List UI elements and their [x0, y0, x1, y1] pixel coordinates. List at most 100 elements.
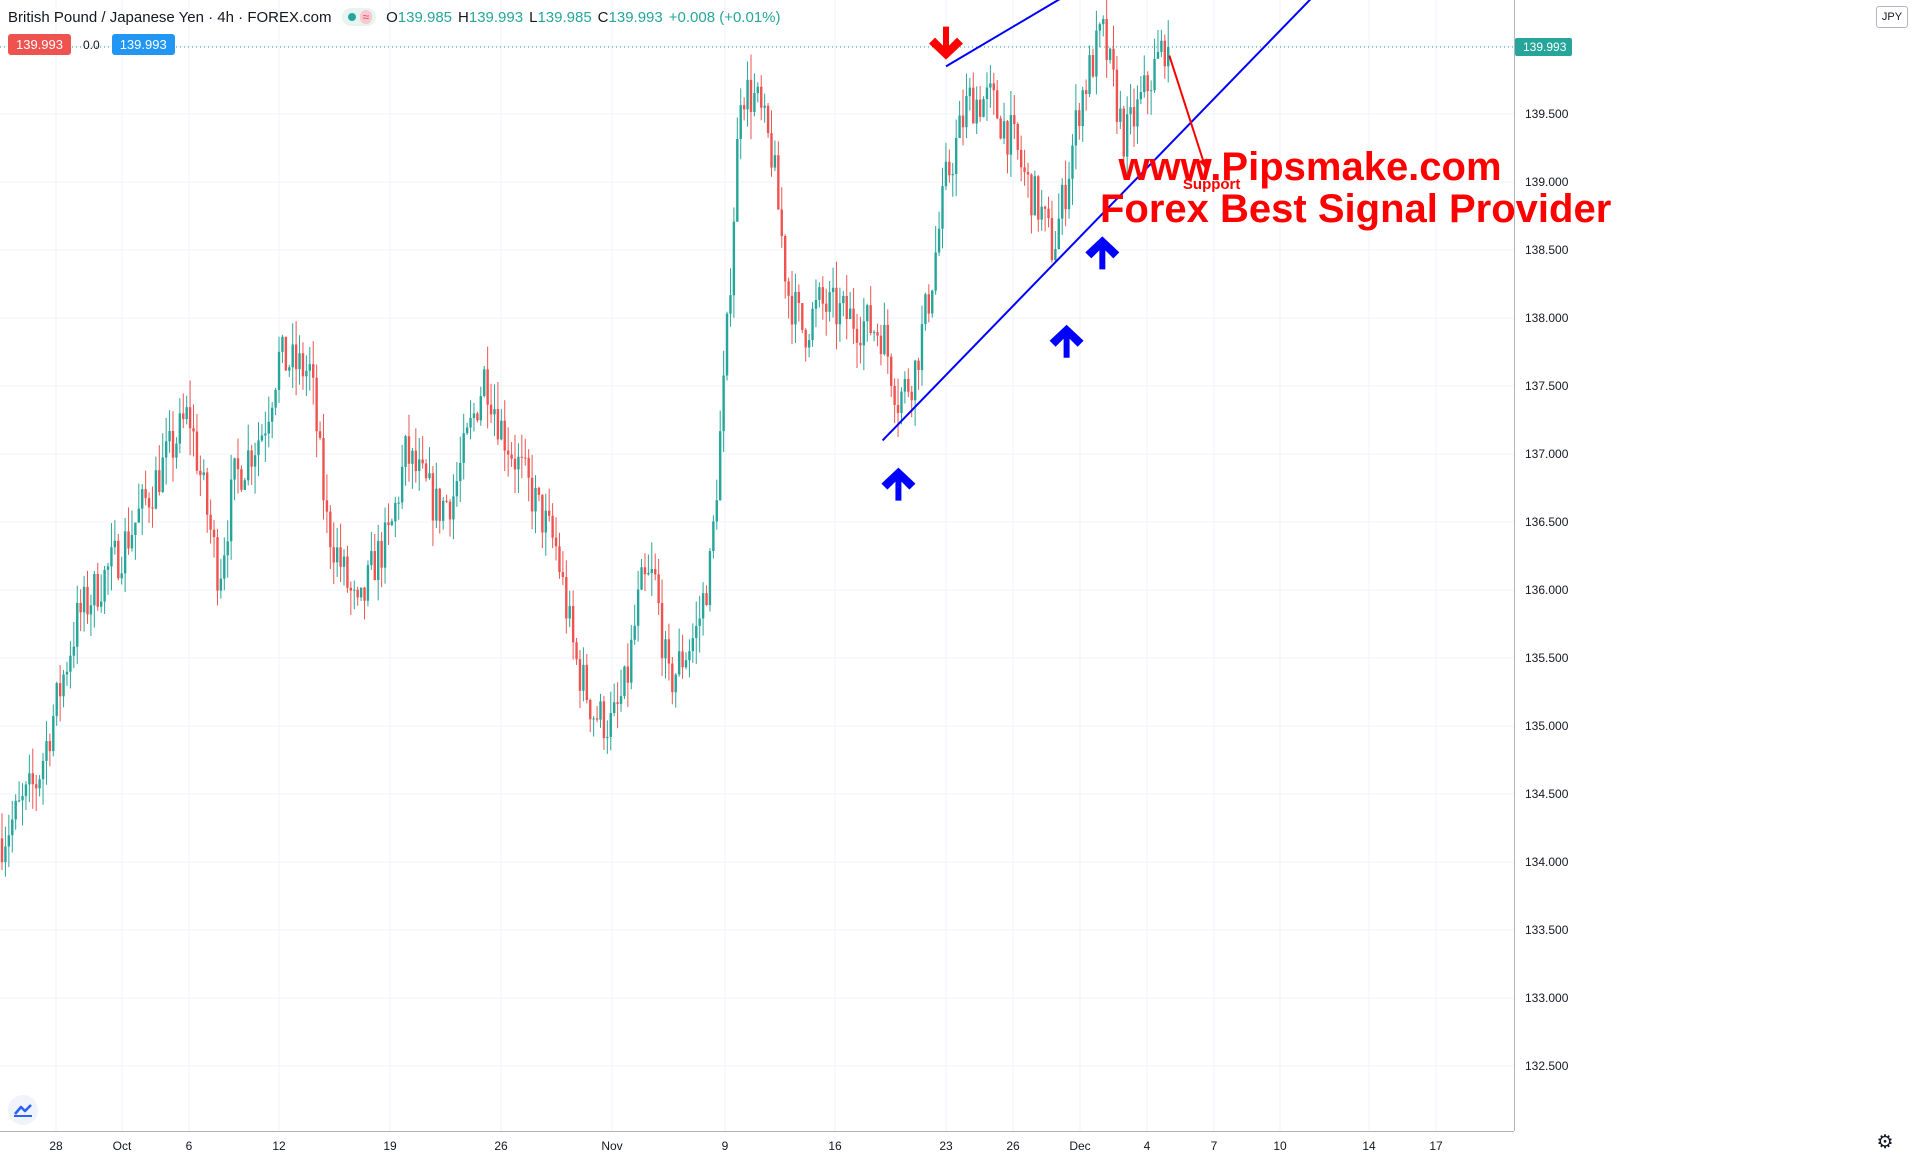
candle-body: [924, 294, 927, 325]
candle-body: [654, 569, 657, 575]
candle-body: [117, 540, 120, 579]
candle-body: [247, 450, 250, 481]
buy-button[interactable]: 139.993: [111, 34, 175, 55]
candle-body: [931, 290, 934, 314]
watermark-tagline: Forex Best Signal Provider: [1100, 187, 1612, 231]
candle-body: [777, 155, 780, 210]
spread-value: 0.0: [83, 37, 100, 52]
candle-body: [253, 455, 257, 467]
candle-body: [38, 779, 41, 789]
close-key: C: [597, 8, 609, 26]
candle-body: [424, 463, 428, 479]
market-status-pill[interactable]: ≈: [341, 8, 377, 26]
price-tick-label: 136.000: [1525, 583, 1569, 597]
candle-body: [445, 500, 448, 502]
tradingview-logo-icon[interactable]: [8, 1095, 38, 1125]
candle-body: [927, 294, 931, 314]
candle-body: [548, 510, 551, 516]
candle-body: [455, 481, 459, 497]
candle-body: [722, 375, 725, 432]
gear-icon[interactable]: ⚙: [1876, 1132, 1894, 1153]
candle-body: [1108, 48, 1112, 61]
candle-body: [1071, 145, 1074, 179]
candle-body: [229, 479, 233, 542]
candle-body: [1156, 51, 1160, 59]
candle-body: [281, 336, 284, 352]
candle-body: [1030, 174, 1033, 216]
candle-body: [99, 601, 103, 607]
candle-body: [660, 603, 664, 659]
trade-badges: 139.993 0.0 139.993: [8, 34, 175, 55]
candle-body: [910, 391, 913, 401]
candle-body: [804, 329, 807, 348]
time-tick-label: Dec: [1069, 1139, 1090, 1153]
candle-body: [1019, 149, 1023, 168]
candle-body: [86, 586, 89, 615]
candle-body: [1057, 218, 1060, 249]
time-tick-label: 26: [1006, 1139, 1020, 1153]
sell-button[interactable]: 139.993: [8, 34, 71, 55]
candle-body: [219, 578, 223, 591]
candle-body: [438, 488, 441, 521]
candle-body: [575, 642, 578, 660]
candle-body: [58, 683, 62, 697]
price-tick-label: 137.000: [1525, 447, 1569, 461]
candle-body: [270, 407, 274, 422]
currency-button[interactable]: JPY: [1876, 6, 1908, 28]
candle-body: [1112, 48, 1115, 70]
price-tick-label: 134.000: [1525, 855, 1569, 869]
candle-body: [493, 409, 496, 415]
support-label: Support: [1183, 176, 1241, 193]
candle-body: [879, 335, 883, 355]
candle-body: [308, 364, 311, 371]
candle-body: [811, 308, 814, 341]
candle-body: [698, 618, 701, 626]
candle-body: [524, 457, 527, 459]
candle-body: [647, 573, 650, 575]
candle-body: [1160, 40, 1163, 52]
candle-body: [448, 501, 452, 520]
candle-body: [589, 700, 592, 720]
candle-body: [729, 295, 732, 314]
candle-body: [377, 540, 380, 580]
candle-body: [483, 369, 486, 397]
candle-body: [233, 458, 236, 480]
candle-body: [787, 281, 790, 296]
candle-body: [616, 702, 619, 704]
candle-body: [510, 454, 513, 459]
candle-body: [31, 773, 34, 785]
time-tick-label: 16: [828, 1139, 842, 1153]
candle-body: [1064, 184, 1067, 210]
candle-body: [585, 664, 589, 701]
candle-body: [1050, 218, 1054, 261]
candle-body: [243, 480, 247, 490]
candle-body: [188, 407, 192, 429]
candle-body: [749, 79, 753, 113]
candle-body: [342, 556, 346, 567]
candle-body: [732, 221, 736, 296]
candle-body: [141, 489, 144, 509]
candle-body: [226, 541, 229, 556]
candle-body: [746, 79, 749, 110]
candle-body: [462, 433, 465, 463]
market-status-dot-icon: [347, 13, 356, 22]
candle-body: [650, 569, 653, 574]
candle-body: [240, 469, 243, 490]
candle-body: [756, 86, 760, 94]
candle-body: [335, 547, 339, 563]
high-key: H: [458, 8, 469, 26]
symbol-header: British Pound / Japanese Yen · 4h · FORE…: [8, 8, 787, 26]
candle-body: [794, 291, 797, 325]
candle-body: [127, 531, 130, 549]
candle-body: [318, 431, 322, 438]
candle-body: [404, 436, 407, 467]
candle-body: [151, 507, 154, 509]
candle-body: [1091, 55, 1095, 77]
candle-body: [883, 324, 886, 355]
symbol-title[interactable]: British Pound / Japanese Yen · 4h · FORE…: [8, 8, 332, 26]
price-tick-label: 136.500: [1525, 515, 1569, 529]
candle-body: [862, 321, 866, 346]
candle-body: [520, 456, 524, 458]
candle-body: [633, 625, 636, 640]
